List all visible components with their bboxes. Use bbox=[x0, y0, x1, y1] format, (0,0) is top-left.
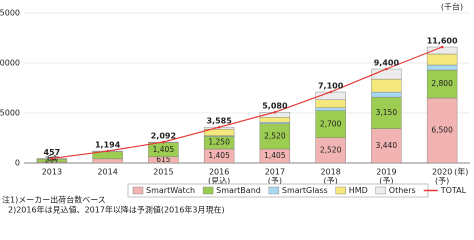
legend-swatch bbox=[375, 186, 386, 195]
y-tick-label: 10000 bbox=[0, 59, 20, 68]
legend-swatch bbox=[268, 186, 280, 195]
segment-label: 2,800 bbox=[431, 79, 453, 88]
x-unit: (年) bbox=[454, 167, 468, 177]
x-sublabel: (予) bbox=[379, 177, 393, 186]
legend-label: TOTAL bbox=[440, 186, 467, 195]
legend-label: SmartBand bbox=[216, 186, 261, 195]
segment-label: 2,520 bbox=[264, 131, 286, 140]
x-sublabel: (見込) bbox=[208, 177, 230, 186]
bar-segment bbox=[371, 96, 402, 129]
y-tick-label: 5000 bbox=[0, 109, 20, 118]
bar-segment bbox=[315, 110, 346, 139]
segment-label: 1,405 bbox=[153, 145, 175, 154]
total-point bbox=[440, 45, 444, 49]
bar-segment bbox=[426, 64, 458, 71]
bar-segment bbox=[426, 53, 458, 66]
x-tick-label: 2014 bbox=[97, 168, 117, 177]
x-tick-label: 2013 bbox=[42, 168, 62, 177]
x-tick-label: 2016 bbox=[209, 168, 229, 177]
segment-label: 2,700 bbox=[320, 119, 342, 128]
total-point bbox=[329, 90, 332, 94]
bar-segment bbox=[92, 158, 123, 164]
segment-label: 1,405 bbox=[264, 151, 286, 160]
legend-swatch bbox=[132, 186, 144, 195]
total-label: 9,400 bbox=[374, 59, 400, 68]
bar-segment bbox=[315, 99, 346, 109]
total-label: 1,194 bbox=[95, 141, 121, 150]
x-sublabel: (予) bbox=[268, 177, 282, 186]
total-label: 2,092 bbox=[151, 132, 176, 141]
total-line bbox=[51, 46, 443, 160]
legend-swatch bbox=[202, 186, 214, 195]
segment-label: 297 bbox=[45, 156, 60, 165]
bar-segment bbox=[315, 137, 346, 164]
segment-label: 615 bbox=[156, 155, 171, 164]
total-point bbox=[217, 125, 221, 129]
bar-segment bbox=[371, 78, 402, 93]
x-tick-label: 2018 bbox=[320, 168, 340, 177]
total-point bbox=[162, 140, 165, 144]
legend-swatch bbox=[335, 186, 346, 195]
total-label: 3,585 bbox=[206, 117, 232, 126]
bar-segment bbox=[426, 69, 458, 99]
total-label: 5,080 bbox=[262, 102, 288, 111]
x-tick-label: 2017 bbox=[265, 168, 285, 177]
note: 注1)メーカー出荷台数ベース bbox=[2, 195, 106, 205]
segment-label: 1,250 bbox=[208, 138, 230, 147]
y-tick-label: 0 bbox=[15, 159, 20, 168]
segment-label: 1,405 bbox=[208, 151, 230, 160]
legend-label: Others bbox=[389, 186, 416, 195]
segment-label: 2,520 bbox=[320, 145, 342, 154]
bar-segment bbox=[259, 117, 291, 123]
bar-segment bbox=[371, 68, 402, 80]
x-sublabel: (予) bbox=[324, 177, 338, 186]
total-point bbox=[106, 149, 109, 153]
bar-segment bbox=[259, 123, 291, 150]
x-tick-label: 2019 bbox=[376, 168, 396, 177]
bar-segment bbox=[315, 107, 346, 112]
segment-label: 3,150 bbox=[376, 108, 398, 117]
x-sublabel: (予) bbox=[435, 177, 449, 186]
note: 2)2016年は見込値、2017年以降は予測値(2016年3月現在) bbox=[8, 205, 225, 215]
x-tick-label: 2020 bbox=[432, 168, 452, 177]
x-tick-label: 2015 bbox=[153, 168, 173, 177]
total-point bbox=[273, 110, 277, 114]
legend-label: SmartWatch bbox=[146, 186, 195, 195]
segment-label: 3,440 bbox=[376, 141, 398, 150]
bar-segment bbox=[426, 97, 458, 164]
total-label: 7,100 bbox=[318, 82, 344, 91]
segment-label: 6,500 bbox=[431, 126, 453, 135]
legend-label: SmartGlass bbox=[282, 186, 328, 195]
y-tick-label: 15000 bbox=[0, 9, 20, 18]
bar-segment bbox=[371, 91, 402, 98]
total-label: 457 bbox=[44, 148, 61, 157]
legend-label: HMD bbox=[349, 186, 368, 195]
total-label: 11,600 bbox=[427, 37, 458, 46]
bar-segment bbox=[259, 122, 291, 124]
total-point bbox=[385, 67, 388, 71]
chart: (千台) 注1)メーカー出荷台数ベース 2)2016年は見込値、2017年以降は… bbox=[0, 2, 470, 215]
total-point bbox=[50, 157, 54, 160]
y-unit: (千台) bbox=[441, 2, 463, 12]
